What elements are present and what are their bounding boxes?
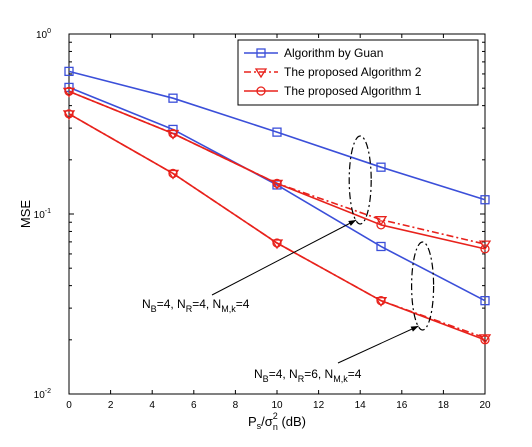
- data-point-marker: [64, 66, 74, 77]
- annotation-label-part: =4, N: [192, 297, 221, 311]
- annotation-label-part: M,k: [333, 374, 348, 384]
- x-tick-label: 2: [108, 400, 114, 411]
- series-circle-5: [64, 109, 490, 345]
- annotation-arrow-line: [211, 219, 357, 296]
- legend-entry: The proposed Algorithm 1: [244, 84, 422, 98]
- annotation-label-part: =4, N: [157, 297, 186, 311]
- annotation-arrow-head: [410, 326, 419, 332]
- x-axis-label-sigma: /σ: [261, 414, 273, 429]
- data-point-marker: [376, 241, 386, 252]
- legend-marker: [256, 86, 266, 96]
- series-line: [68, 90, 486, 250]
- data-point-marker: [376, 162, 386, 172]
- y-tick-exponent: -2: [45, 388, 51, 395]
- data-point-marker: [64, 109, 74, 119]
- annotation-label-part: B: [263, 374, 269, 384]
- x-tick-label: 8: [233, 400, 239, 411]
- x-tick-label: 12: [313, 400, 325, 411]
- legend: Algorithm by Guan The proposed Algorithm …: [237, 39, 479, 106]
- legend-label: The proposed Algorithm 1: [284, 84, 422, 98]
- x-axis-label-sub-n: n: [273, 422, 278, 432]
- series-line: [68, 86, 486, 302]
- annotation-label-part: =4: [348, 367, 362, 381]
- data-point-marker: [168, 128, 178, 139]
- y-tick-exponent: 0: [47, 28, 51, 35]
- data-point-marker: [272, 178, 282, 189]
- annotation-label-part: R: [186, 304, 193, 314]
- data-point-marker: [376, 220, 386, 230]
- x-tick-label: 4: [149, 400, 155, 411]
- x-axis-label-unit: (dB): [278, 414, 306, 429]
- x-axis-label-base: P: [248, 414, 257, 429]
- y-tick-exponent: -1: [45, 208, 51, 215]
- data-point-marker: [272, 238, 282, 248]
- annotation-label-part: N: [142, 297, 151, 311]
- data-point-marker: [376, 296, 386, 306]
- data-point-marker: [64, 86, 74, 97]
- x-tick-label: 14: [355, 400, 367, 411]
- series-line: [68, 113, 486, 341]
- data-point-marker: [480, 244, 490, 254]
- data-point-marker: [480, 195, 490, 205]
- series-line: [68, 70, 486, 201]
- annotation-label-part: N: [254, 367, 263, 381]
- legend-label: The proposed Algorithm 2: [284, 65, 422, 79]
- data-point-marker: [374, 216, 388, 226]
- series-circle-2: [64, 86, 490, 254]
- annotation-label-part: B: [151, 304, 157, 314]
- x-tick-label: 0: [66, 400, 72, 411]
- legend-entry: The proposed Algorithm 2: [244, 65, 422, 79]
- data-point-marker: [480, 296, 490, 306]
- annotation-label-part: R: [298, 374, 305, 384]
- y-tick-label: 10-2: [34, 388, 51, 401]
- x-tick-label: 6: [191, 400, 197, 411]
- x-axis-label: Ps/σ2 n (dB): [248, 411, 306, 432]
- y-axis-label: MSE: [18, 200, 33, 229]
- annotation-ellipse: [348, 135, 372, 225]
- x-axis-label-sup: 2: [273, 411, 278, 421]
- annotation-label: NB=4, NR=6, NM,k=4: [254, 367, 362, 384]
- x-tick-label: 18: [438, 400, 450, 411]
- annotation-ellipse: [411, 241, 435, 331]
- annotation-label-part: =4, N: [269, 367, 298, 381]
- x-tick-label: 10: [271, 400, 283, 411]
- x-tick-label: 20: [479, 400, 491, 411]
- annotation-label-part: M,k: [221, 304, 236, 314]
- annotation-arrow-line: [337, 325, 419, 364]
- annotation-label: NB=4, NR=4, NM,k=4: [142, 297, 250, 314]
- annotation-layer: NB=4, NR=4, NM,k=4NB=4, NR=6, NM,k=4: [142, 135, 435, 384]
- series-square-0: [64, 66, 490, 205]
- annotation-arrow-head: [348, 220, 357, 226]
- x-tick-label: 16: [396, 400, 408, 411]
- series-layer: [62, 66, 492, 345]
- x-axis-label-sub-s: s: [257, 421, 262, 431]
- y-tick-label: 10-1: [34, 208, 51, 221]
- legend-entry: Algorithm by Guan: [244, 46, 383, 60]
- y-tick-label: 100: [36, 28, 51, 41]
- annotation-label-part: =6, N: [304, 367, 333, 381]
- data-point-marker: [168, 93, 178, 103]
- data-point-marker: [272, 127, 282, 137]
- annotation-label-part: =4: [236, 297, 250, 311]
- legend-label: Algorithm by Guan: [284, 46, 383, 60]
- data-point-marker: [168, 168, 178, 179]
- legend-marker: [254, 68, 268, 79]
- legend-marker: [256, 48, 266, 58]
- data-point-marker: [480, 335, 490, 345]
